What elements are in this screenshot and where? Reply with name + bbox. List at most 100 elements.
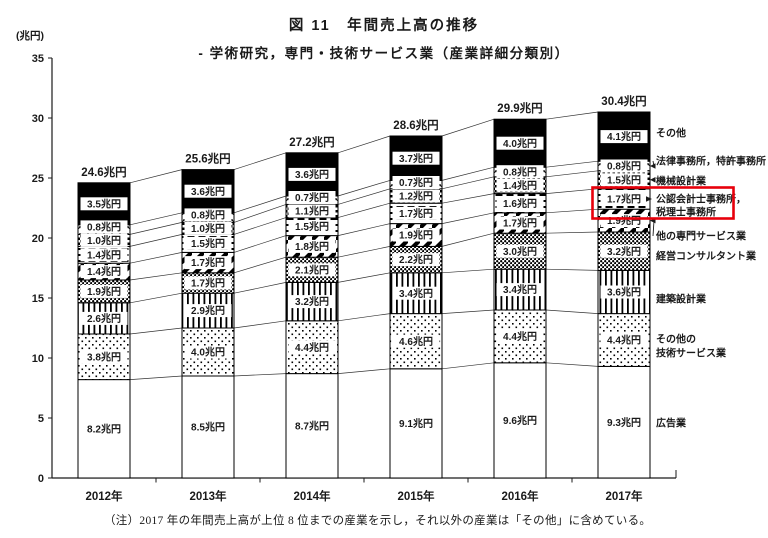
segment-value-label: 0.8兆円 xyxy=(191,209,225,222)
segment-label-box xyxy=(288,220,336,234)
segment-value-label: 4.4兆円 xyxy=(607,334,641,347)
segment-value-label: 1.6兆円 xyxy=(503,197,537,210)
segment-label-box xyxy=(80,422,128,436)
segment-label-box xyxy=(80,311,128,325)
segment-value-label: 9.6兆円 xyxy=(503,414,537,427)
segment-label-box xyxy=(184,345,232,359)
segment-value-label: 0.7兆円 xyxy=(295,191,329,204)
segment-value-label: 1.0兆円 xyxy=(191,222,225,235)
segment-label-box xyxy=(600,130,648,144)
segment-label-box xyxy=(496,216,544,230)
segment-connector-line xyxy=(337,223,391,236)
segment-value-label: 4.6兆円 xyxy=(399,335,433,348)
segment-value-label: 1.8兆円 xyxy=(295,240,329,253)
bar-total-label: 24.6兆円 xyxy=(81,165,126,179)
segment-value-label: 0.8兆円 xyxy=(503,165,537,178)
segment-value-label: 1.9兆円 xyxy=(607,214,641,227)
segment-value-label: 1.9兆円 xyxy=(87,285,121,298)
segment-value-label: 3.5兆円 xyxy=(87,197,121,210)
bar-total-label: 30.4兆円 xyxy=(601,94,646,108)
legend-label: 公認会計士事務所， xyxy=(656,193,746,206)
segment-connector-line xyxy=(337,313,391,322)
segment-connector-line xyxy=(129,234,183,247)
bar-total-label: 27.2兆円 xyxy=(289,135,334,149)
segment-label-box xyxy=(600,415,648,429)
segment-value-label: 1.5兆円 xyxy=(295,220,329,233)
y-tick-label: 15 xyxy=(32,293,44,305)
segment-connector-line xyxy=(233,195,287,214)
segment-connector-line xyxy=(545,111,599,120)
segment-connector-line xyxy=(441,309,495,314)
segment-connector-line xyxy=(545,160,599,168)
segment-connector-line xyxy=(545,170,599,178)
segment-label-box xyxy=(80,220,128,234)
segment-value-label: 2.1兆円 xyxy=(295,263,329,276)
segment-label-box xyxy=(392,176,440,189)
segment-label-box xyxy=(392,416,440,430)
segment-label-box xyxy=(600,192,648,206)
legend-label: 他の専門サービス業 xyxy=(655,230,747,243)
segment-connector-line xyxy=(129,292,183,304)
segment-connector-line xyxy=(233,320,287,329)
segment-value-label: 3.4兆円 xyxy=(503,283,537,296)
segment-label-box xyxy=(600,159,648,173)
segment-label-box xyxy=(80,265,128,279)
segment-connector-line xyxy=(129,252,183,264)
segment-value-label: 4.0兆円 xyxy=(503,137,537,150)
segment-connector-line xyxy=(441,232,495,247)
segment-value-label: 1.5兆円 xyxy=(607,173,641,186)
segment-connector-line xyxy=(233,235,287,253)
segment-label-box xyxy=(80,350,128,364)
segment-value-label: 2.9兆円 xyxy=(191,304,225,317)
segment-value-label: 1.7兆円 xyxy=(607,193,641,206)
segment-label-box xyxy=(184,304,232,318)
segment-label-box xyxy=(600,333,648,347)
segment-label-box xyxy=(392,228,440,242)
segment-connector-line xyxy=(337,272,391,283)
segment-label-box xyxy=(288,419,336,433)
segment-connector-line xyxy=(233,204,287,223)
segment-value-label: 1.4兆円 xyxy=(503,179,537,192)
segment-connector-line xyxy=(441,118,495,137)
segment-connector-line xyxy=(545,309,599,314)
segment-label-box xyxy=(600,173,648,187)
segment-value-label: 8.7兆円 xyxy=(295,419,329,432)
y-axis-unit-label: (兆円) xyxy=(16,30,44,42)
segment-label-box xyxy=(80,233,128,247)
segment-label-box xyxy=(184,236,232,250)
y-tick-label: 10 xyxy=(32,353,44,365)
segment-label-box xyxy=(496,136,544,150)
segment-connector-line xyxy=(233,373,287,377)
segment-connector-line xyxy=(441,268,495,274)
segment-value-label: 4.4兆円 xyxy=(295,341,329,354)
segment-value-label: 1.7兆円 xyxy=(191,277,225,290)
segment-label-box xyxy=(496,165,544,179)
segment-value-label: 3.2兆円 xyxy=(295,295,329,308)
segment-value-label: 1.7兆円 xyxy=(399,207,433,220)
segment-connector-line xyxy=(441,193,495,204)
segment-label-box xyxy=(392,253,440,267)
y-tick-label: 0 xyxy=(38,473,44,485)
segment-label-box xyxy=(288,204,336,218)
segment-value-label: 8.2兆円 xyxy=(87,422,121,435)
segment-label-box xyxy=(288,340,336,354)
segment-connector-line xyxy=(129,169,183,184)
segment-value-label: 4.0兆円 xyxy=(191,346,225,359)
segment-connector-line xyxy=(337,368,391,374)
segment-label-box xyxy=(80,284,128,298)
segment-value-label: 2.6兆円 xyxy=(87,312,121,325)
legend-leader-line xyxy=(652,220,655,237)
segment-connector-line xyxy=(129,212,183,226)
segment-connector-line xyxy=(545,208,599,214)
highlight-box xyxy=(591,186,735,220)
segment-label-box xyxy=(288,191,336,204)
legend-label: 経営コンサルタント業 xyxy=(656,250,757,263)
segment-connector-line xyxy=(233,256,287,274)
y-tick-label: 35 xyxy=(32,53,44,65)
segment-label-box xyxy=(184,221,232,235)
chart-root: 051015202530358.2兆円3.8兆円2.6兆円1.9兆円1.4兆円1… xyxy=(32,53,766,503)
y-tick-label: 5 xyxy=(38,413,44,425)
segment-label-box xyxy=(80,248,128,262)
y-tick-label: 25 xyxy=(32,173,44,185)
